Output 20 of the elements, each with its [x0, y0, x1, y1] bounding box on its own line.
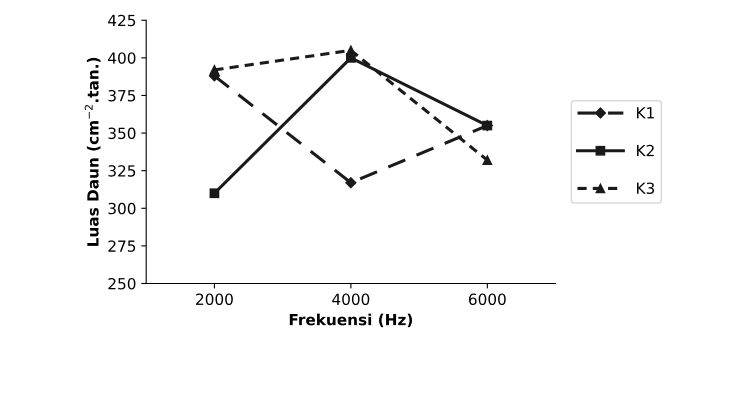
y-tick-label: 275 [108, 240, 136, 252]
point [346, 52, 356, 63]
legend-label: K1 [637, 107, 654, 118]
x-tick-label: 6000 [468, 293, 506, 306]
y-tick-label: 350 [108, 128, 136, 140]
point [210, 188, 220, 198]
point [345, 177, 356, 188]
y-axis-title: Luas Daun (cm$^{−2}$.tan.) [84, 58, 100, 246]
y-tick-label: 250 [108, 278, 136, 290]
y-tick-label: 425 [108, 14, 136, 26]
x-axis-title: Frekuensi (Hz) [290, 314, 412, 328]
x-tick-label: 2000 [196, 293, 233, 306]
y-tick-label: 325 [108, 165, 136, 177]
legend-label: K2 [637, 144, 654, 156]
y-tick-label: 300 [108, 202, 136, 214]
point [482, 155, 492, 166]
y-tick-label: 400 [108, 52, 136, 64]
x-tick-label: 4000 [332, 293, 370, 306]
y-tick-label: 375 [108, 90, 136, 102]
legend-label: K3 [637, 182, 654, 194]
